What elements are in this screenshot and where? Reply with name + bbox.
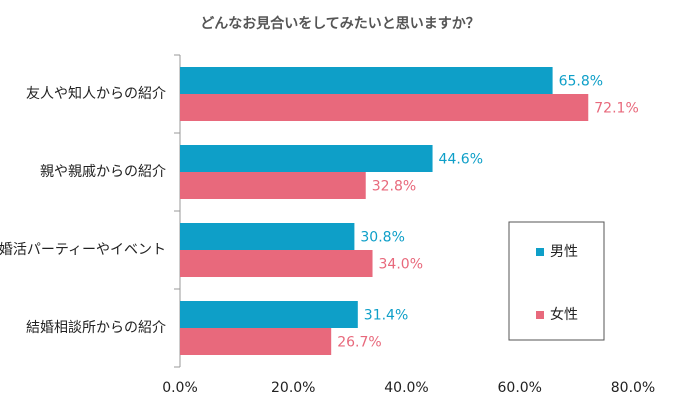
- y-tick-label: 結婚相談所からの紹介: [26, 320, 166, 336]
- value-label: 26.7%: [337, 335, 381, 351]
- chart-title: どんなお見合いをしてみたいと思いますか？: [200, 15, 480, 32]
- x-tick-label: 60.0%: [498, 380, 542, 396]
- value-label: 44.6%: [439, 152, 483, 168]
- x-tick-label: 0.0%: [162, 380, 198, 396]
- value-label: 34.0%: [379, 257, 423, 273]
- bar: [180, 328, 332, 355]
- y-tick-label: 親や親戚からの紹介: [40, 164, 166, 180]
- value-label: 30.8%: [360, 230, 404, 246]
- legend-label: 男性: [550, 244, 578, 260]
- value-label: 32.8%: [372, 179, 416, 195]
- y-tick-label: 婚活パーティーやイベント: [0, 242, 166, 258]
- x-tick-label: 40.0%: [384, 380, 428, 396]
- x-tick-label: 20.0%: [271, 380, 315, 396]
- value-label: 72.1%: [594, 101, 638, 117]
- legend-swatch: [536, 248, 544, 256]
- y-tick-label: 友人や知人からの紹介: [26, 85, 166, 102]
- value-label: 65.8%: [559, 74, 603, 90]
- legend-label: 女性: [550, 306, 578, 323]
- x-tick-label: 80.0%: [611, 380, 655, 396]
- bar: [180, 145, 433, 172]
- bar: [180, 250, 373, 277]
- legend-swatch: [536, 311, 544, 319]
- bar: [180, 172, 366, 199]
- bar: [180, 301, 358, 328]
- value-label: 31.4%: [364, 308, 408, 324]
- bar: [180, 94, 589, 121]
- bar: [180, 223, 355, 250]
- bar: [180, 67, 553, 94]
- legend-box: [508, 221, 605, 341]
